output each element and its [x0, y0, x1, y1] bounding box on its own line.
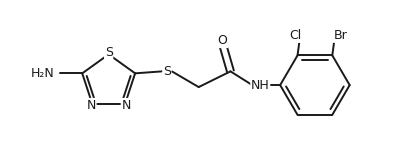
Text: O: O — [218, 34, 228, 47]
Text: H₂N: H₂N — [31, 67, 54, 80]
Text: Cl: Cl — [290, 29, 302, 42]
Text: N: N — [87, 99, 96, 112]
Text: S: S — [105, 46, 113, 59]
Text: S: S — [163, 65, 171, 78]
Text: Br: Br — [333, 29, 347, 42]
Text: NH: NH — [251, 79, 270, 92]
Text: N: N — [121, 99, 131, 112]
